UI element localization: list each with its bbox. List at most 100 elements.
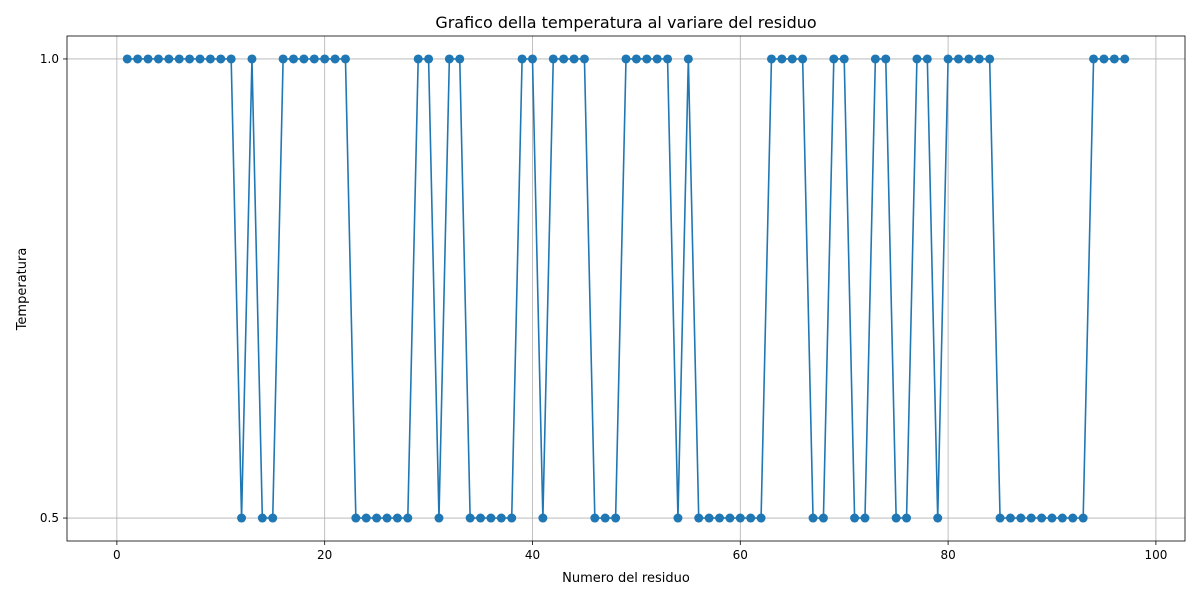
data-point	[444, 54, 454, 64]
data-point	[392, 513, 402, 523]
data-point	[766, 54, 776, 64]
data-point	[1078, 513, 1088, 523]
data-point	[881, 54, 891, 64]
x-tick-label: 20	[317, 548, 332, 562]
axis-ticks: 0 20 40 60 80 100 0.5 1.0	[40, 52, 1167, 562]
data-point	[985, 54, 995, 64]
data-point	[891, 513, 901, 523]
data-point	[268, 513, 278, 523]
chart-title: Grafico della temperatura al variare del…	[435, 13, 816, 32]
y-tick-label: 1.0	[40, 52, 59, 66]
data-point	[1068, 513, 1078, 523]
data-point	[1037, 513, 1047, 523]
data-point	[953, 54, 963, 64]
data-point	[465, 513, 475, 523]
data-point	[818, 513, 828, 523]
data-point	[340, 54, 350, 64]
data-point	[860, 513, 870, 523]
data-point	[1120, 54, 1130, 64]
data-point	[153, 54, 163, 64]
data-point	[143, 54, 153, 64]
series-line-layer	[127, 58, 1125, 519]
data-point	[486, 513, 496, 523]
data-point	[216, 54, 226, 64]
data-point	[870, 54, 880, 64]
data-point	[808, 513, 818, 523]
x-tick-label: 60	[733, 548, 748, 562]
data-point	[403, 513, 413, 523]
data-point	[382, 513, 392, 523]
data-point	[507, 513, 517, 523]
data-point	[309, 54, 319, 64]
data-point	[673, 513, 683, 523]
data-point	[579, 54, 589, 64]
data-point	[185, 54, 195, 64]
data-point	[372, 513, 382, 523]
data-point	[756, 513, 766, 523]
data-point	[735, 513, 745, 523]
plot-frame	[66, 35, 1186, 542]
data-point	[600, 513, 610, 523]
data-point	[164, 54, 174, 64]
data-point	[621, 54, 631, 64]
data-point	[683, 54, 693, 64]
data-point	[746, 513, 756, 523]
series-line	[127, 58, 1125, 519]
grid-lines	[67, 36, 1185, 541]
data-point	[1016, 513, 1026, 523]
data-point	[631, 54, 641, 64]
data-point	[237, 513, 247, 523]
data-point	[1057, 513, 1067, 523]
data-point	[226, 54, 236, 64]
data-point	[351, 513, 361, 523]
data-point	[496, 513, 506, 523]
data-point	[933, 513, 943, 523]
data-point	[247, 54, 257, 64]
data-point	[133, 54, 143, 64]
data-point	[559, 54, 569, 64]
data-point	[1005, 513, 1015, 523]
data-point	[1026, 513, 1036, 523]
data-point	[476, 513, 486, 523]
data-point	[663, 54, 673, 64]
data-point	[912, 54, 922, 64]
data-point	[538, 513, 548, 523]
data-point	[694, 513, 704, 523]
data-point	[922, 54, 932, 64]
data-point	[289, 54, 299, 64]
data-point	[642, 54, 652, 64]
data-point	[413, 54, 423, 64]
data-points	[122, 54, 1130, 523]
data-point	[1109, 54, 1119, 64]
x-axis-label: Numero del residuo	[562, 571, 690, 586]
data-point	[569, 54, 579, 64]
data-point	[652, 54, 662, 64]
data-point	[787, 54, 797, 64]
data-point	[995, 513, 1005, 523]
data-point	[798, 54, 808, 64]
data-point	[777, 54, 787, 64]
data-point	[725, 513, 735, 523]
data-point	[122, 54, 132, 64]
data-point	[527, 54, 537, 64]
x-tick-label: 80	[940, 548, 955, 562]
data-point	[704, 513, 714, 523]
x-tick-label: 100	[1144, 548, 1167, 562]
data-point	[850, 513, 860, 523]
data-point	[548, 54, 558, 64]
data-point	[943, 54, 953, 64]
y-axis-label: Temperatura	[15, 248, 30, 332]
data-point	[1047, 513, 1057, 523]
data-point	[205, 54, 215, 64]
data-point	[517, 54, 527, 64]
data-point	[330, 54, 340, 64]
data-point	[455, 54, 465, 64]
data-point	[424, 54, 434, 64]
y-tick-label: 0.5	[40, 511, 59, 525]
data-point	[195, 54, 205, 64]
data-point	[902, 513, 912, 523]
x-tick-label: 0	[113, 548, 121, 562]
data-point	[715, 513, 725, 523]
data-point	[611, 513, 621, 523]
